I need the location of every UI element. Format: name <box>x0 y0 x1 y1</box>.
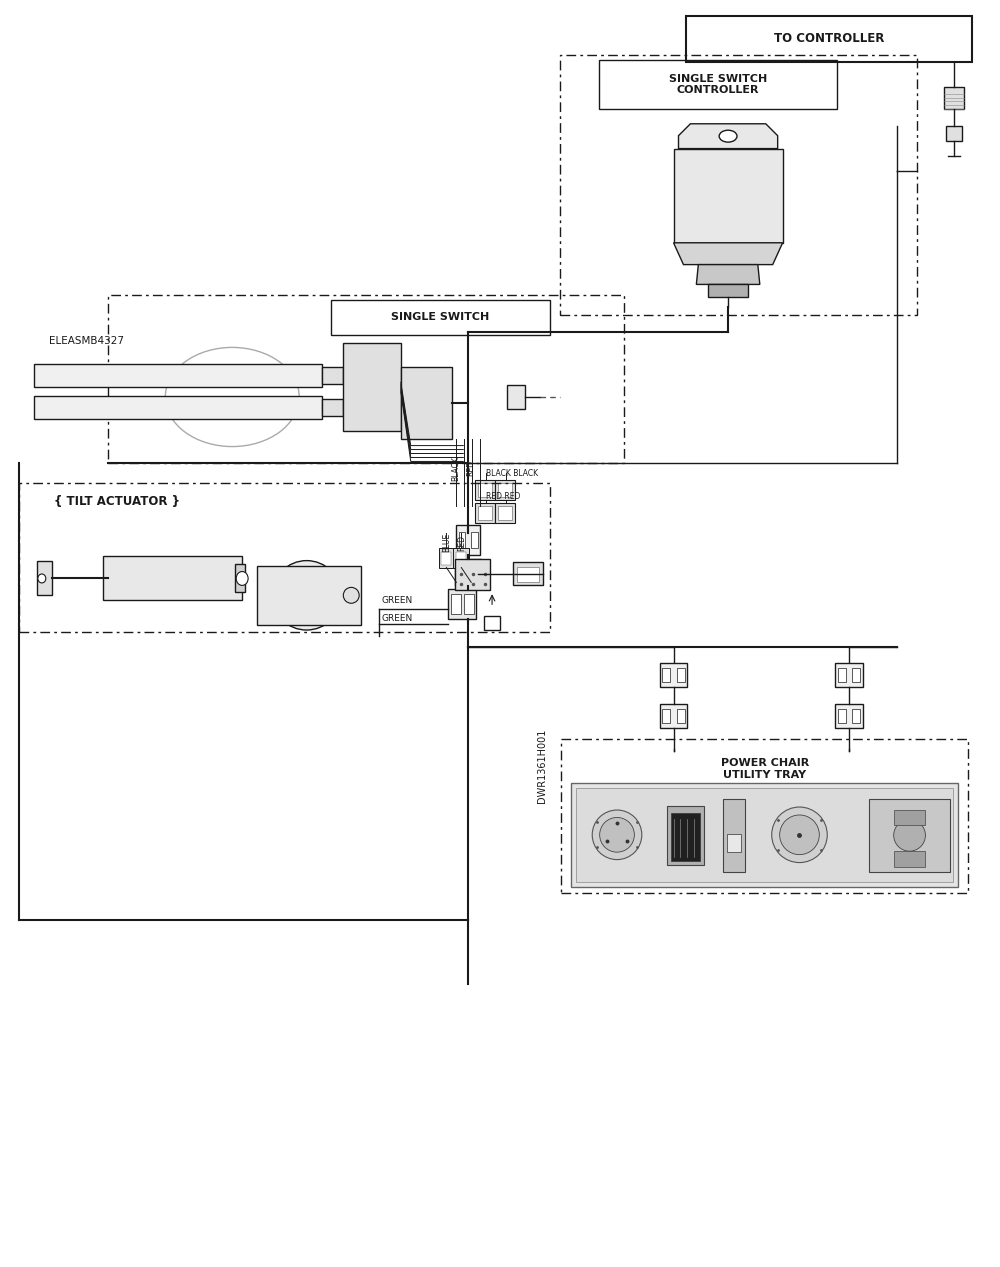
Polygon shape <box>894 851 925 867</box>
Text: TO CONTROLLER: TO CONTROLLER <box>774 33 884 46</box>
Polygon shape <box>498 483 512 497</box>
Text: RED: RED <box>466 460 475 476</box>
Polygon shape <box>456 551 466 565</box>
Polygon shape <box>34 397 322 419</box>
Polygon shape <box>671 813 700 862</box>
Polygon shape <box>471 532 478 547</box>
Polygon shape <box>451 594 461 614</box>
Polygon shape <box>34 365 322 388</box>
Polygon shape <box>852 710 860 723</box>
Text: GREEN: GREEN <box>381 597 412 606</box>
Polygon shape <box>484 616 500 630</box>
Text: RED RED: RED RED <box>486 492 520 500</box>
Ellipse shape <box>236 571 248 585</box>
Polygon shape <box>674 148 783 243</box>
Text: BLACK: BLACK <box>451 456 460 480</box>
Text: BLACK BLACK: BLACK BLACK <box>486 469 538 478</box>
Polygon shape <box>576 788 953 882</box>
Polygon shape <box>495 503 515 523</box>
Polygon shape <box>662 668 670 682</box>
Polygon shape <box>453 547 469 568</box>
Polygon shape <box>458 565 465 580</box>
Polygon shape <box>946 127 962 141</box>
Polygon shape <box>495 480 515 500</box>
Text: DWR1361H001: DWR1361H001 <box>537 729 547 803</box>
Polygon shape <box>439 547 454 568</box>
Text: BLUE: BLUE <box>442 533 451 552</box>
Polygon shape <box>478 506 492 519</box>
Text: RED: RED <box>457 535 466 551</box>
Polygon shape <box>835 663 863 687</box>
Polygon shape <box>441 551 451 565</box>
Polygon shape <box>674 243 783 265</box>
Text: SINGLE SWITCH: SINGLE SWITCH <box>391 312 490 322</box>
Ellipse shape <box>772 807 827 863</box>
Polygon shape <box>471 565 479 580</box>
Text: GREEN: GREEN <box>381 614 412 623</box>
Polygon shape <box>455 559 481 587</box>
Ellipse shape <box>894 820 925 851</box>
Ellipse shape <box>592 810 642 859</box>
Ellipse shape <box>780 815 819 855</box>
Polygon shape <box>401 367 452 438</box>
Text: ELEASMB4327: ELEASMB4327 <box>49 337 124 346</box>
Polygon shape <box>517 566 539 583</box>
Polygon shape <box>838 668 846 682</box>
Ellipse shape <box>719 131 737 142</box>
Polygon shape <box>37 560 52 595</box>
Polygon shape <box>838 710 846 723</box>
Polygon shape <box>235 564 245 593</box>
Polygon shape <box>478 483 492 497</box>
Polygon shape <box>464 594 474 614</box>
Polygon shape <box>708 284 748 298</box>
Ellipse shape <box>38 574 46 583</box>
Polygon shape <box>498 506 512 519</box>
Polygon shape <box>660 704 687 729</box>
Polygon shape <box>667 806 704 865</box>
Polygon shape <box>322 367 343 384</box>
Polygon shape <box>660 663 687 687</box>
Polygon shape <box>322 399 343 416</box>
Polygon shape <box>456 525 480 555</box>
Polygon shape <box>677 668 685 682</box>
Polygon shape <box>475 480 495 500</box>
Polygon shape <box>257 565 361 625</box>
Polygon shape <box>507 385 525 409</box>
Polygon shape <box>455 559 490 590</box>
Polygon shape <box>852 668 860 682</box>
Polygon shape <box>513 561 543 585</box>
Ellipse shape <box>600 817 634 853</box>
Text: { TILT ACTUATOR }: { TILT ACTUATOR } <box>54 494 180 508</box>
Polygon shape <box>677 710 685 723</box>
Polygon shape <box>894 810 925 825</box>
Polygon shape <box>727 834 741 853</box>
Text: POWER CHAIR
UTILITY TRAY: POWER CHAIR UTILITY TRAY <box>721 758 809 779</box>
Polygon shape <box>459 532 465 547</box>
Polygon shape <box>475 503 495 523</box>
Ellipse shape <box>343 588 359 603</box>
Ellipse shape <box>272 560 341 630</box>
Polygon shape <box>944 86 964 109</box>
Polygon shape <box>343 343 401 431</box>
Polygon shape <box>571 783 958 887</box>
Polygon shape <box>869 798 950 872</box>
Text: SINGLE SWITCH
CONTROLLER: SINGLE SWITCH CONTROLLER <box>669 73 767 95</box>
Polygon shape <box>723 798 745 872</box>
Polygon shape <box>679 124 778 148</box>
Polygon shape <box>696 265 760 284</box>
Polygon shape <box>103 556 242 601</box>
Polygon shape <box>835 704 863 729</box>
Polygon shape <box>662 710 670 723</box>
Polygon shape <box>448 589 476 620</box>
